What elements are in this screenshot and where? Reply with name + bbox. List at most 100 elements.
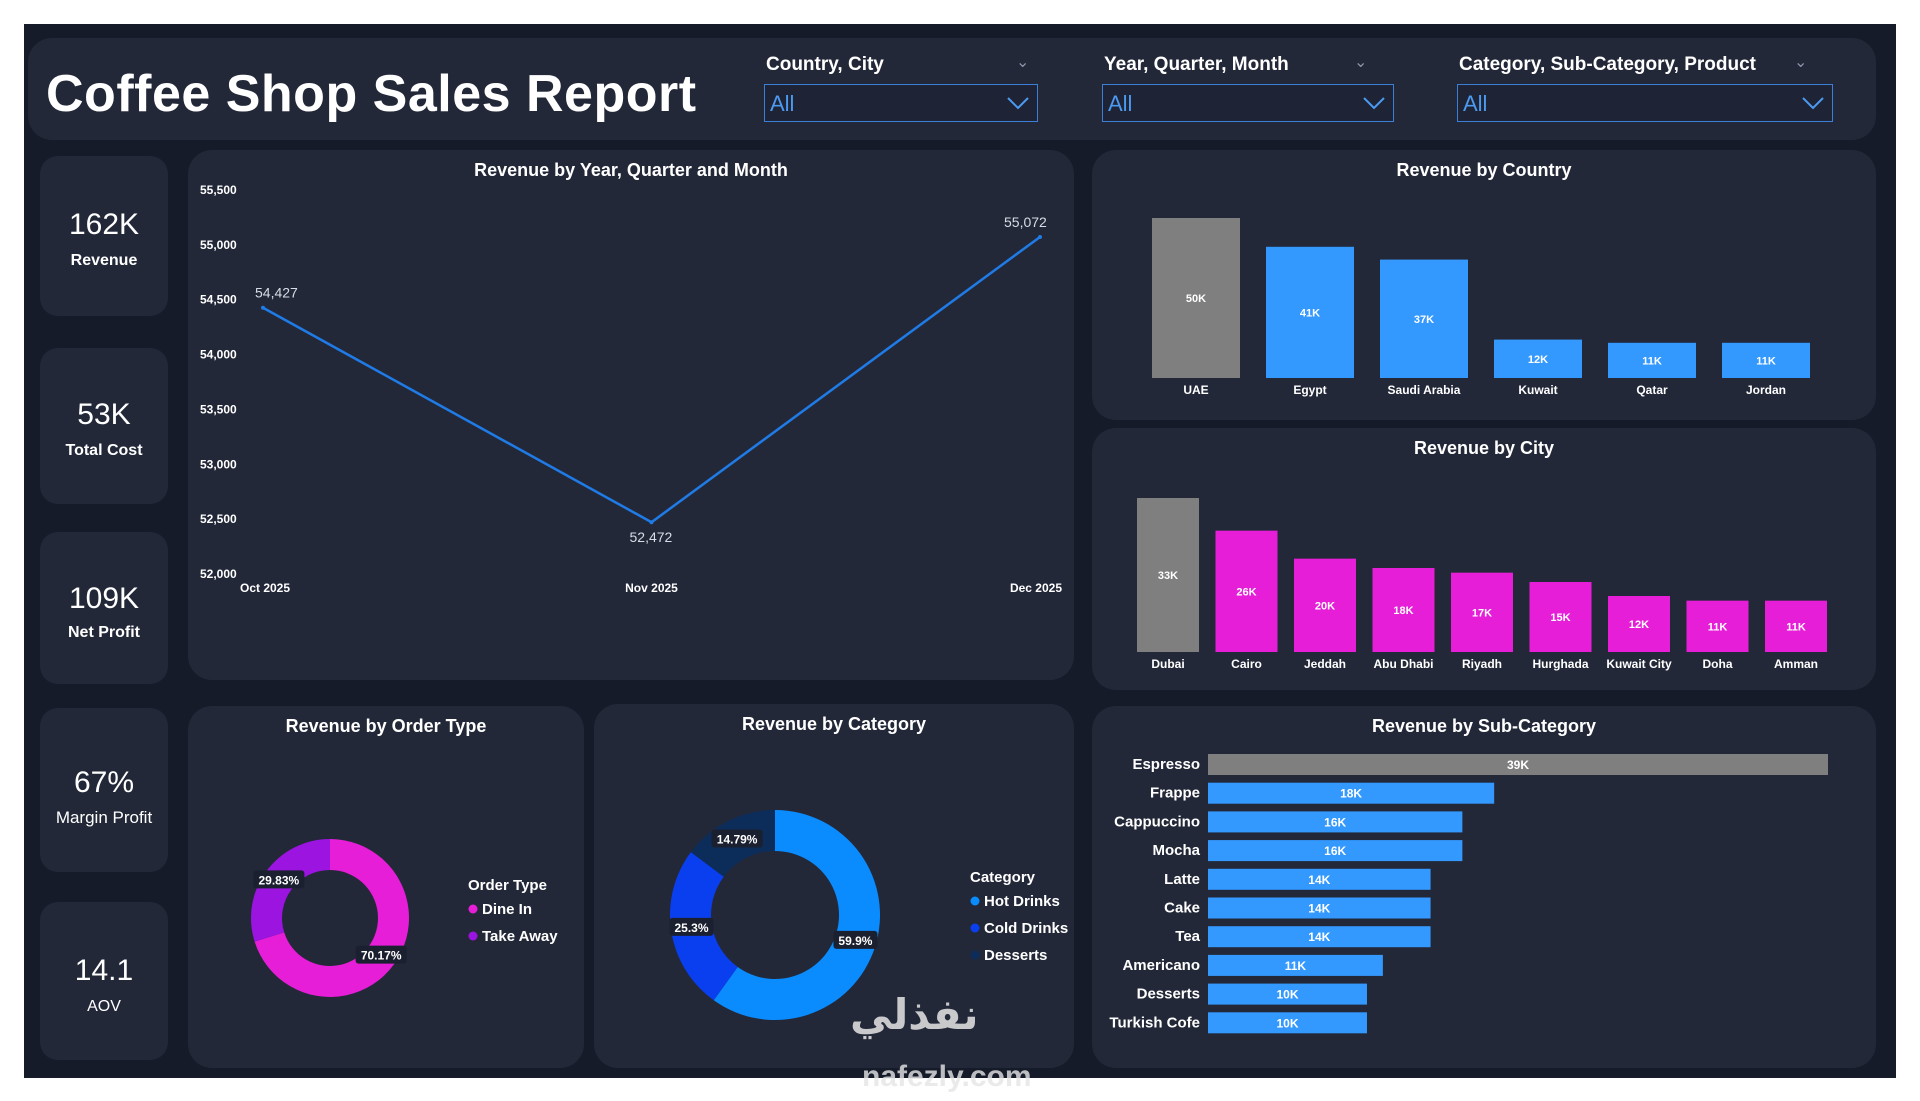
bar-egypt	[1266, 246, 1354, 378]
kpi-total-cost-label: Total Cost	[65, 442, 143, 459]
data-label: 59.9%	[838, 934, 872, 948]
data-point	[649, 520, 654, 525]
data-label: 11K	[1756, 355, 1776, 367]
y-tick-label: Americano	[1122, 957, 1200, 974]
bar-espresso	[1208, 754, 1828, 775]
x-tick-label: Qatar	[1636, 383, 1668, 397]
chart-title-revenue-by-sub-category: Revenue by Sub-Category	[1371, 716, 1597, 736]
dropdown-arrow-icon	[1363, 97, 1385, 110]
legend-item-desserts: Desserts	[984, 947, 1047, 964]
legend-marker	[970, 896, 980, 906]
bar-desserts	[1208, 983, 1367, 1005]
data-label: 52,472	[630, 529, 673, 545]
donut-chart-category: 59.9% 25.3% 14.79% Category Hot Drinks Cold D…	[669, 810, 1068, 1020]
data-label: 10K	[1276, 1016, 1298, 1030]
data-label-bg	[355, 945, 407, 964]
legend-marker	[468, 904, 478, 914]
chart-title-revenue-by-category: Revenue by Category	[741, 714, 927, 734]
legend-title: Category	[970, 869, 1036, 886]
bar-cappuccino	[1208, 811, 1463, 833]
data-label: 20K	[1315, 600, 1335, 612]
x-tick-label: Saudi Arabia	[1388, 383, 1461, 397]
x-tick-label: Egypt	[1293, 383, 1326, 397]
bar-saudi-arabia	[1380, 259, 1468, 378]
x-tick-label: Nov 2025	[625, 581, 678, 595]
kpi-net-profit-label: Net Profit	[68, 624, 140, 641]
legend-title: Order Type	[468, 877, 547, 894]
kpi-card-net-profit: 109K Net Profit	[40, 532, 168, 684]
chart-title-revenue-by-order-type: Revenue by Order Type	[285, 716, 487, 736]
donut-chart-order-type: 70.17% 29.83% Order Type Dine In Take Away	[251, 839, 558, 997]
watermark-logo-text: نفذلي	[850, 991, 979, 1038]
data-label: 37K	[1414, 314, 1434, 326]
data-label: 11K	[1786, 621, 1806, 633]
x-tick-label: Amman	[1774, 657, 1818, 671]
bar-jeddah	[1294, 558, 1356, 652]
panel-revenue-by-city: Revenue by City 33K Dubai 26K Cairo 20K Jedda…	[1092, 428, 1876, 690]
legend-item-dine-in: Dine In	[482, 901, 532, 918]
kpi-aov-value: 14.1	[74, 954, 134, 987]
data-label-bg	[253, 870, 305, 889]
kpi-margin-value: 67%	[73, 766, 135, 799]
legend-marker	[468, 931, 478, 941]
data-label: 10K	[1276, 988, 1298, 1002]
slicer-country-city-label: Country, City	[766, 54, 884, 75]
data-label: 41K	[1300, 307, 1320, 319]
data-label: 16K	[1324, 844, 1346, 858]
data-point	[1038, 234, 1042, 239]
bar-hurghada	[1529, 582, 1592, 652]
x-tick-label: Kuwait	[1518, 383, 1557, 397]
data-label-bg	[711, 829, 763, 848]
x-tick-label: Riyadh	[1462, 657, 1502, 671]
y-tick-label: 55,000	[200, 238, 237, 252]
bar-jordan	[1722, 342, 1810, 378]
slicer-country-city-value: All	[770, 91, 795, 116]
y-tick-label: Cake	[1164, 900, 1200, 917]
hbar-chart-revenue-by-sub-category: Espresso 39K Frappe 18K Cappuccino 16K Mocha 16…	[1109, 754, 1828, 1034]
data-label: 16K	[1324, 815, 1346, 829]
y-tick-label: 54,500	[200, 293, 237, 307]
slicer-category-label: Category, Sub-Category, Product	[1459, 54, 1756, 75]
x-tick-label: Dubai	[1151, 657, 1184, 671]
data-label: 11K	[1642, 355, 1662, 367]
chart-title-revenue-by-month: Revenue by Year, Quarter and Month	[474, 160, 788, 180]
data-label: 11K	[1285, 959, 1307, 973]
slice-take-away	[251, 839, 330, 942]
panel-revenue-by-category: Revenue by Category 59.9% 25.3% 14.79% Cate…	[594, 704, 1074, 1068]
bar-kuwait-city	[1608, 596, 1670, 652]
bar-cake	[1208, 897, 1431, 919]
data-label: 14K	[1308, 873, 1330, 887]
data-label: 29.83%	[258, 873, 299, 887]
data-label: 15K	[1550, 612, 1570, 624]
chart-title-revenue-by-country: Revenue by Country	[1396, 160, 1572, 180]
series-line-revenue	[262, 235, 1041, 524]
slicer-date-value: All	[1108, 91, 1133, 116]
bar-turkish-cofe	[1208, 1012, 1367, 1034]
data-label: 17K	[1472, 607, 1492, 619]
data-label: 50K	[1186, 293, 1206, 305]
y-tick-label: 53,500	[200, 402, 237, 416]
chevron-down-icon[interactable]: ⌄	[1794, 54, 1808, 71]
y-tick-label: Frappe	[1150, 785, 1200, 802]
bar-kuwait	[1494, 339, 1582, 378]
chevron-down-icon[interactable]: ⌄	[1354, 54, 1368, 71]
x-tick-label: UAE	[1183, 383, 1208, 397]
bar-uae	[1152, 218, 1240, 378]
slicer-date-label: Year, Quarter, Month	[1104, 54, 1289, 75]
kpi-revenue-value: 162K	[68, 208, 140, 241]
y-tick-label: Mocha	[1152, 842, 1200, 859]
slicer-category-dropdown[interactable]: All	[1457, 84, 1833, 122]
dropdown-arrow-icon	[1802, 97, 1824, 110]
dropdown-arrow-icon	[1007, 97, 1029, 110]
data-label: 70.17%	[361, 949, 402, 963]
kpi-card-aov: 14.1 AOV	[40, 902, 168, 1060]
kpi-card-total-cost: 53K Total Cost	[40, 348, 168, 504]
slicer-country-city-dropdown[interactable]: All	[764, 84, 1038, 122]
bar-tea	[1208, 926, 1431, 948]
x-tick-label: Abu Dhabi	[1374, 657, 1434, 671]
panel-revenue-by-month: Revenue by Year, Quarter and Month 55,50…	[188, 150, 1074, 680]
chevron-down-icon[interactable]: ⌄	[1016, 54, 1030, 71]
data-label-bg	[833, 930, 878, 949]
slicer-date-dropdown[interactable]: All	[1102, 84, 1394, 122]
bar-amman	[1765, 600, 1827, 652]
